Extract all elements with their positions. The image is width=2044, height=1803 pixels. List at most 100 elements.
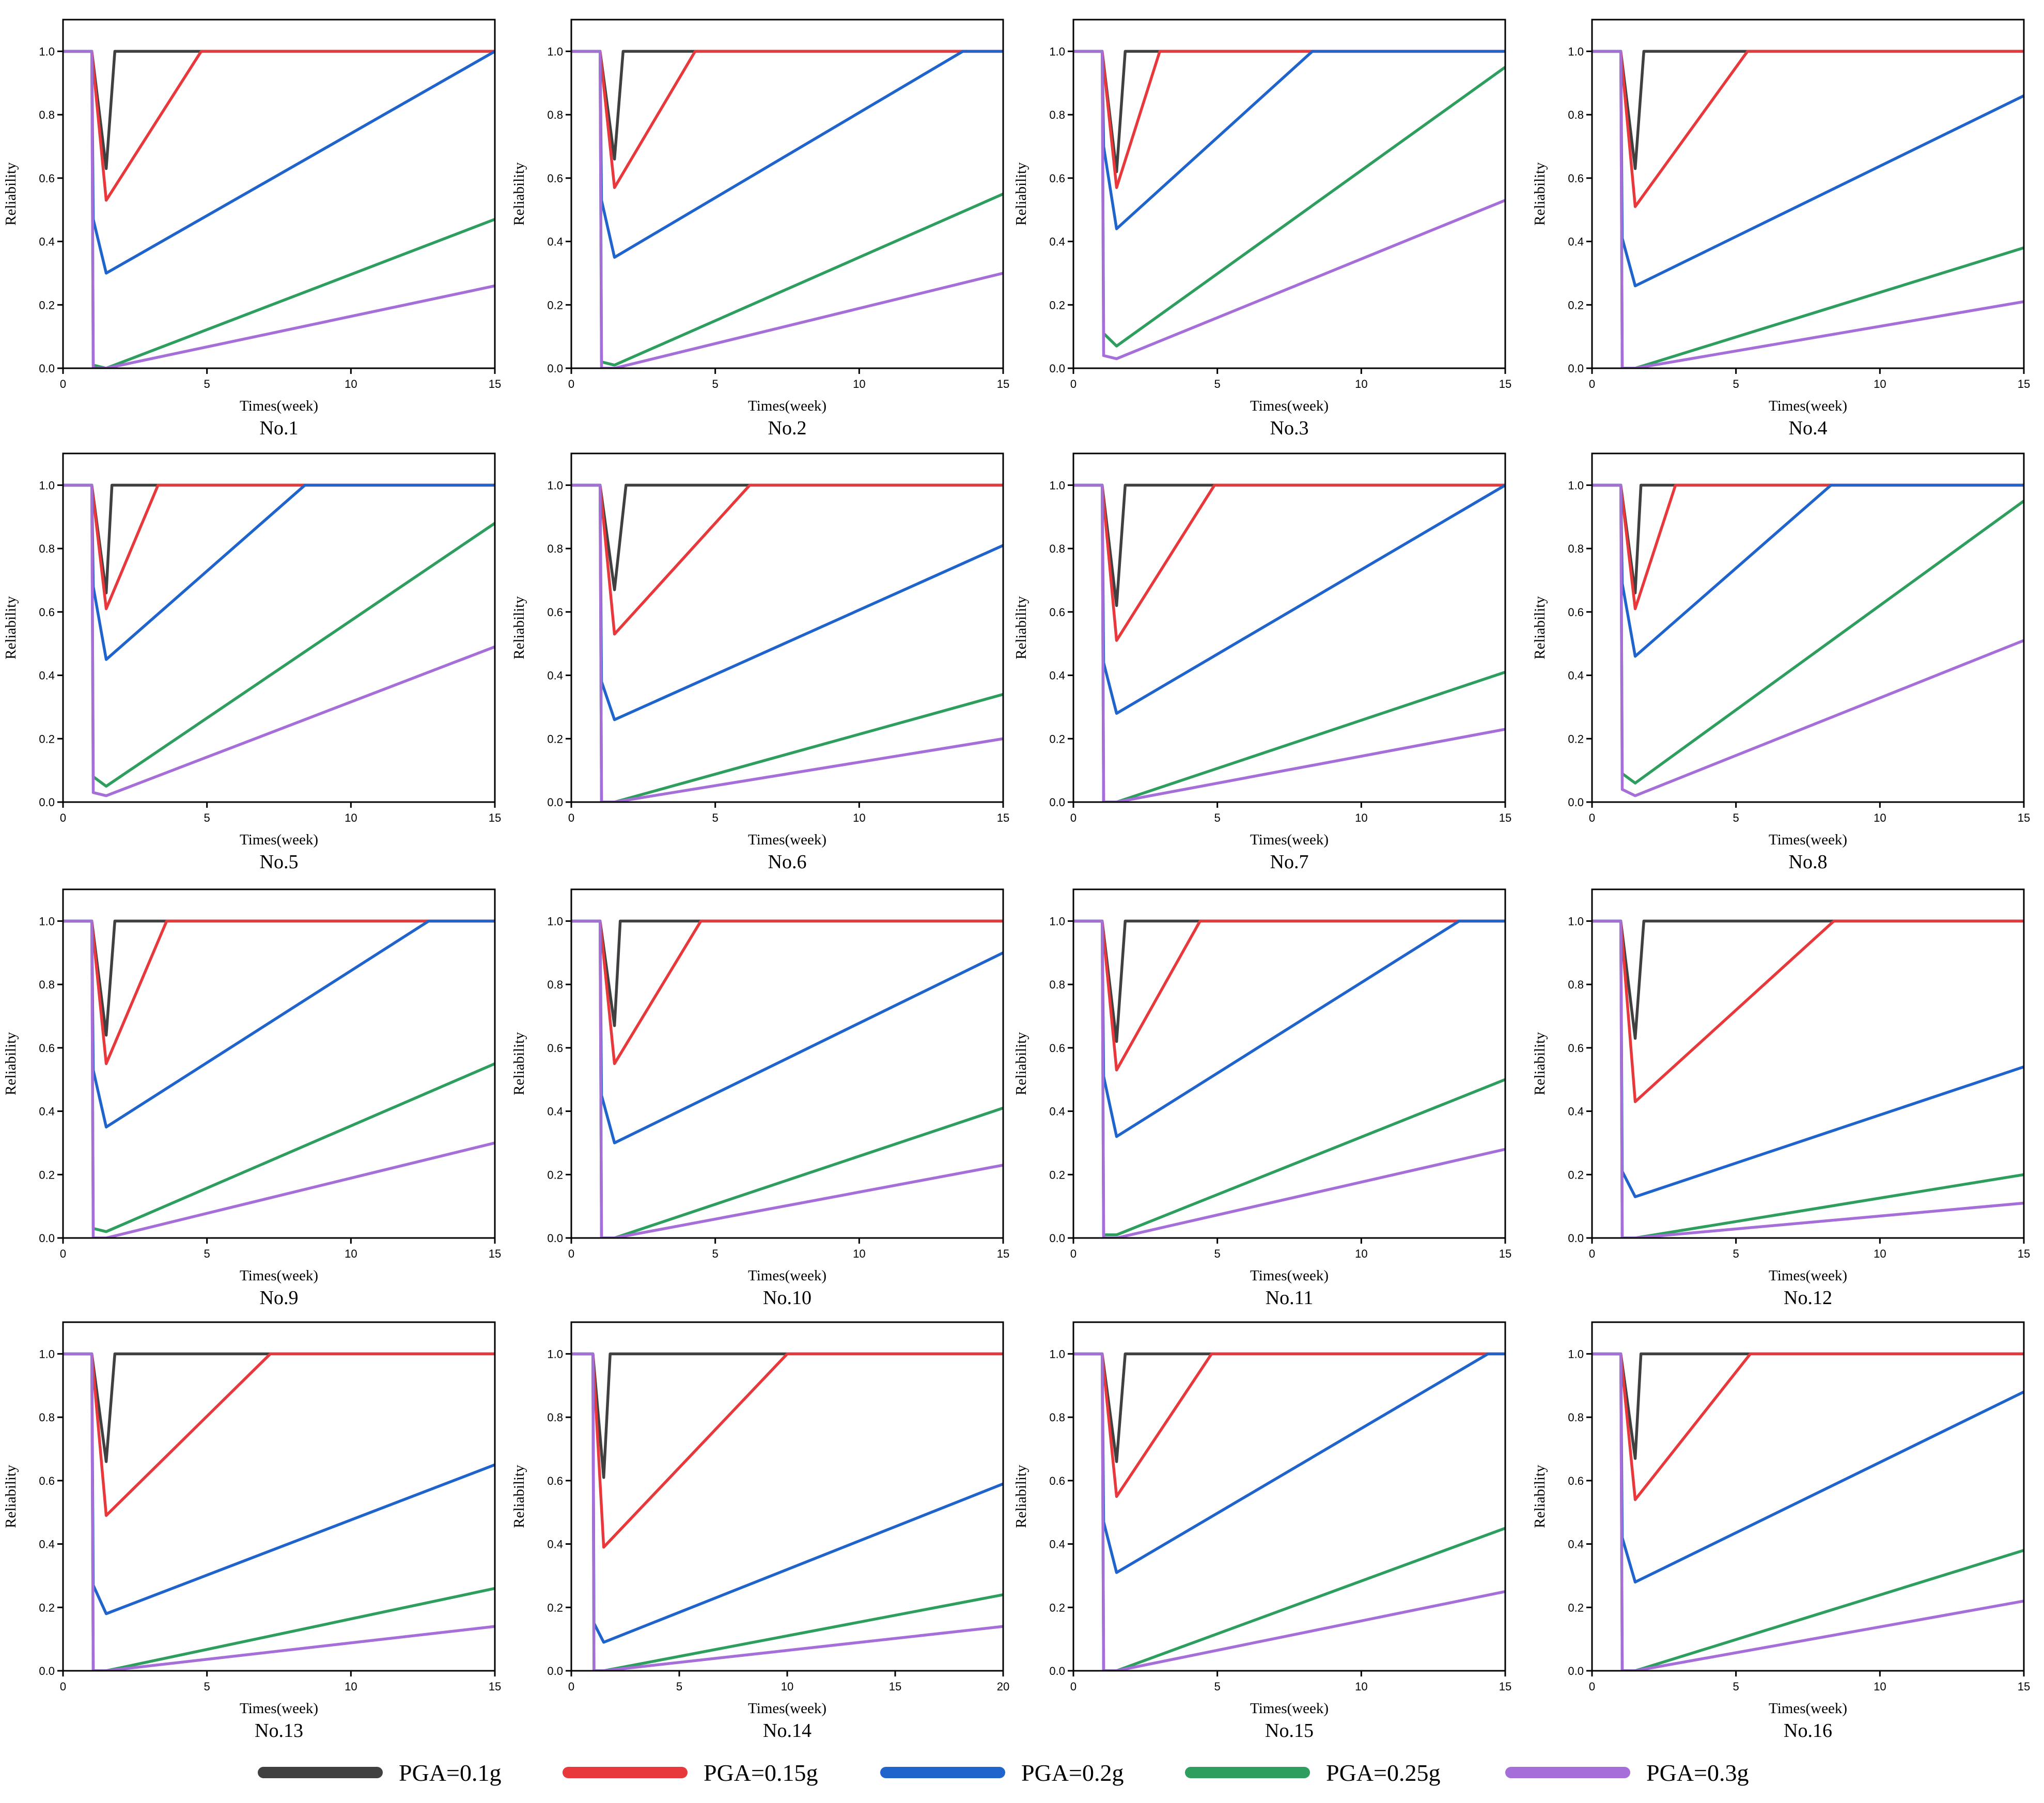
x-tick-label: 5 (676, 1680, 682, 1693)
series-group (63, 919, 495, 1238)
x-tick-label: 15 (489, 811, 501, 824)
y-tick-label: 1.0 (547, 45, 563, 58)
y-tick-label: 0.2 (547, 299, 563, 311)
y-axis-label: Reliability (1532, 1032, 1548, 1095)
plot-frame (570, 452, 1004, 803)
y-axis-label: Reliability (1013, 1032, 1029, 1095)
series-group (1073, 919, 1505, 1238)
x-tick-label: 10 (781, 1680, 793, 1693)
panel-no-8: 0 5 10 15 0.0 0.2 0.4 0.6 0.8 1.0 Times(week) Relia… (1532, 452, 2030, 873)
x-axis-label: Times(week) (1769, 832, 1847, 848)
series-line-pga-0-3g (1592, 50, 2024, 368)
y-tick-label: 0.4 (39, 1538, 55, 1551)
series-line-pga-0-3g (1073, 1352, 1505, 1671)
plot-frame (62, 452, 496, 803)
y-tick-label: 0.6 (547, 606, 563, 619)
x-tick-label: 5 (1733, 1680, 1739, 1693)
y-tick-label: 1.0 (547, 479, 563, 492)
y-tick-label: 0.0 (1049, 1232, 1065, 1245)
y-tick-label: 0.2 (1568, 1601, 1584, 1614)
panel-title: No.8 (1789, 851, 1828, 873)
x-tick-label: 15 (489, 378, 501, 390)
series-group (63, 483, 495, 797)
x-tick-label: 15 (1499, 1247, 1511, 1260)
series-line-pga-0-3g (63, 919, 495, 1238)
plot-frame (1072, 1321, 1506, 1672)
x-tick-label: 15 (889, 1680, 901, 1693)
x-tick-label: 15 (997, 811, 1009, 824)
panel-no-10: 0 5 10 15 0.0 0.2 0.4 0.6 0.8 1.0 Times(week) Relia… (511, 888, 1009, 1309)
x-tick-label: 0 (1589, 1680, 1595, 1693)
x-tick-label: 5 (1214, 1680, 1221, 1693)
series-group (1073, 50, 1505, 360)
y-tick-label: 0.0 (39, 1232, 55, 1245)
legend-item-pga-0-1g: PGA=0.1g (258, 1760, 501, 1786)
y-tick-label: 0.8 (1049, 542, 1065, 555)
y-tick-label: 0.8 (1568, 542, 1584, 555)
x-tick-label: 5 (712, 811, 719, 824)
x-tick-label: 0 (568, 1680, 574, 1693)
plot-frame (1591, 452, 2025, 803)
y-tick-label: 0.8 (1568, 108, 1584, 121)
x-tick-label: 0 (1589, 811, 1595, 824)
plot-frame (1072, 888, 1506, 1239)
x-axis-label: Times(week) (1769, 1267, 1847, 1284)
y-tick-label: 0.0 (547, 362, 563, 375)
plot-frame (62, 1321, 496, 1672)
y-tick-label: 0.6 (1049, 1042, 1065, 1055)
y-tick-label: 0.8 (39, 108, 55, 121)
y-tick-label: 0.6 (39, 1475, 55, 1487)
y-tick-label: 0.2 (1049, 1168, 1065, 1181)
y-axis-label: Reliability (1013, 1465, 1029, 1528)
y-tick-label: 0.2 (1049, 732, 1065, 745)
series-group (1073, 1352, 1505, 1671)
y-tick-label: 1.0 (1049, 45, 1065, 58)
x-tick-label: 10 (853, 378, 865, 390)
panel-title: No.6 (768, 851, 807, 873)
y-axis-label: Reliability (1532, 1465, 1548, 1528)
panel-title: No.1 (260, 417, 299, 439)
legend-item-pga-0-3g: PGA=0.3g (1505, 1760, 1749, 1786)
y-tick-label: 0.0 (547, 1232, 563, 1245)
y-tick-label: 0.0 (1049, 362, 1065, 375)
x-tick-label: 5 (1733, 811, 1739, 824)
y-tick-label: 0.8 (1568, 1411, 1584, 1424)
y-tick-label: 0.6 (1049, 606, 1065, 619)
y-tick-label: 0.6 (39, 1042, 55, 1055)
y-axis-label: Reliability (1532, 162, 1548, 226)
panels-grid: 0 5 10 15 0.0 0.2 0.4 0.6 0.8 1.0 Times(week) Relia… (3, 19, 2030, 1742)
x-tick-label: 10 (345, 811, 357, 824)
panel-title: No.4 (1789, 417, 1828, 439)
panel-title: No.7 (1270, 851, 1309, 873)
y-tick-label: 0.0 (1568, 362, 1584, 375)
x-tick-label: 10 (1874, 378, 1886, 390)
y-tick-label: 1.0 (39, 45, 55, 58)
x-tick-label: 0 (1070, 1680, 1076, 1693)
y-tick-label: 0.8 (1049, 1411, 1065, 1424)
y-tick-label: 0.8 (547, 1411, 563, 1424)
y-tick-label: 0.8 (547, 108, 563, 121)
plot-frame (62, 19, 496, 369)
y-axis-label: Reliability (511, 596, 527, 660)
y-tick-label: 0.6 (547, 1475, 563, 1487)
y-tick-label: 1.0 (1568, 915, 1584, 928)
series-group (571, 483, 1003, 802)
y-tick-label: 0.0 (547, 1665, 563, 1677)
x-tick-label: 10 (1874, 1680, 1886, 1693)
plot-frame (570, 888, 1004, 1239)
x-tick-label: 5 (204, 811, 210, 824)
legend-label: PGA=0.2g (1021, 1760, 1124, 1786)
y-tick-label: 1.0 (39, 479, 55, 492)
panel-no-15: 0 5 10 15 0.0 0.2 0.4 0.6 0.8 1.0 Times(week) Relia… (1013, 1321, 1511, 1742)
panel-no-1: 0 5 10 15 0.0 0.2 0.4 0.6 0.8 1.0 Times(week) Relia… (3, 19, 501, 439)
x-tick-label: 15 (1499, 378, 1511, 390)
y-tick-label: 0.0 (39, 1665, 55, 1677)
series-group (571, 50, 1003, 368)
y-tick-label: 0.4 (1049, 1105, 1065, 1118)
panel-title: No.12 (1784, 1287, 1832, 1309)
x-tick-label: 15 (2018, 378, 2030, 390)
plot-frame (1072, 452, 1506, 803)
x-axis-label: Times(week) (748, 832, 826, 848)
x-tick-label: 5 (712, 378, 719, 390)
x-tick-label: 10 (1874, 811, 1886, 824)
